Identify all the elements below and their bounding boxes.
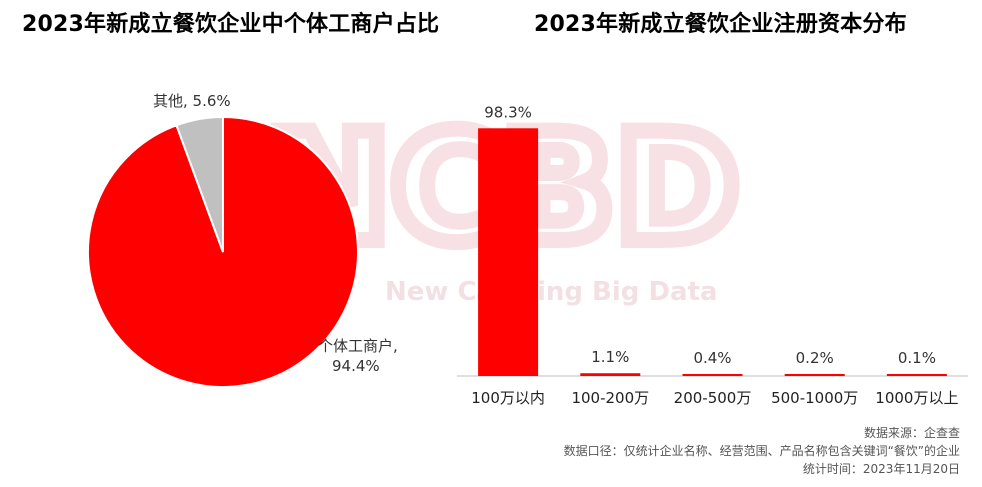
- bar-4: [784, 374, 845, 376]
- bar-2: [580, 373, 641, 376]
- bar-value-label-2: 1.1%: [591, 348, 629, 366]
- bar-5: [886, 374, 947, 376]
- pie-label-individual: 个体工商户,: [318, 337, 398, 355]
- date-note: 统计时间：2023年11月20日: [802, 462, 960, 476]
- source-note: 数据来源：企查查: [863, 426, 960, 440]
- x-tick-label-2: 100-200万: [571, 389, 649, 407]
- pie-chart: 个体工商户, 94.4% 其他, 5.6%: [87, 92, 398, 388]
- pie-value-individual: 94.4%: [332, 357, 380, 375]
- watermark-subtitle: New Catering Big Data: [385, 277, 718, 307]
- bar-value-label-5: 0.1%: [898, 349, 936, 367]
- bar-chart: 98.3% 100万以内 1.1% 100-200万 0.4% 200-500万 0.2% 5…: [457, 103, 968, 407]
- scope-note: 数据口径：仅统计企业名称、经营范围、产品名称包含关键词“餐饮”的企业: [563, 444, 960, 458]
- x-tick-label-5: 1000万以上: [875, 389, 958, 407]
- pie-label-other: 其他, 5.6%: [153, 92, 231, 110]
- bar-value-label-4: 0.2%: [796, 349, 834, 367]
- footnotes: 数据来源：企查查 数据口径：仅统计企业名称、经营范围、产品名称包含关键词“餐饮”…: [564, 424, 960, 478]
- x-tick-label-4: 500-1000万: [771, 389, 858, 407]
- bar-value-label-3: 0.4%: [693, 349, 731, 367]
- x-tick-label-1: 100万以内: [471, 389, 545, 407]
- pie-slice-other: [175, 115, 224, 253]
- bar-3: [682, 374, 743, 376]
- pie-chart-title: 2023年新成立餐饮企业中个体工商户占比: [22, 12, 440, 37]
- bar-value-label-1: 98.3%: [484, 103, 532, 121]
- x-tick-label-3: 200-500万: [674, 389, 752, 407]
- bar-1: [478, 128, 539, 376]
- bar-chart-title: 2023年新成立餐饮企业注册资本分布: [534, 12, 907, 37]
